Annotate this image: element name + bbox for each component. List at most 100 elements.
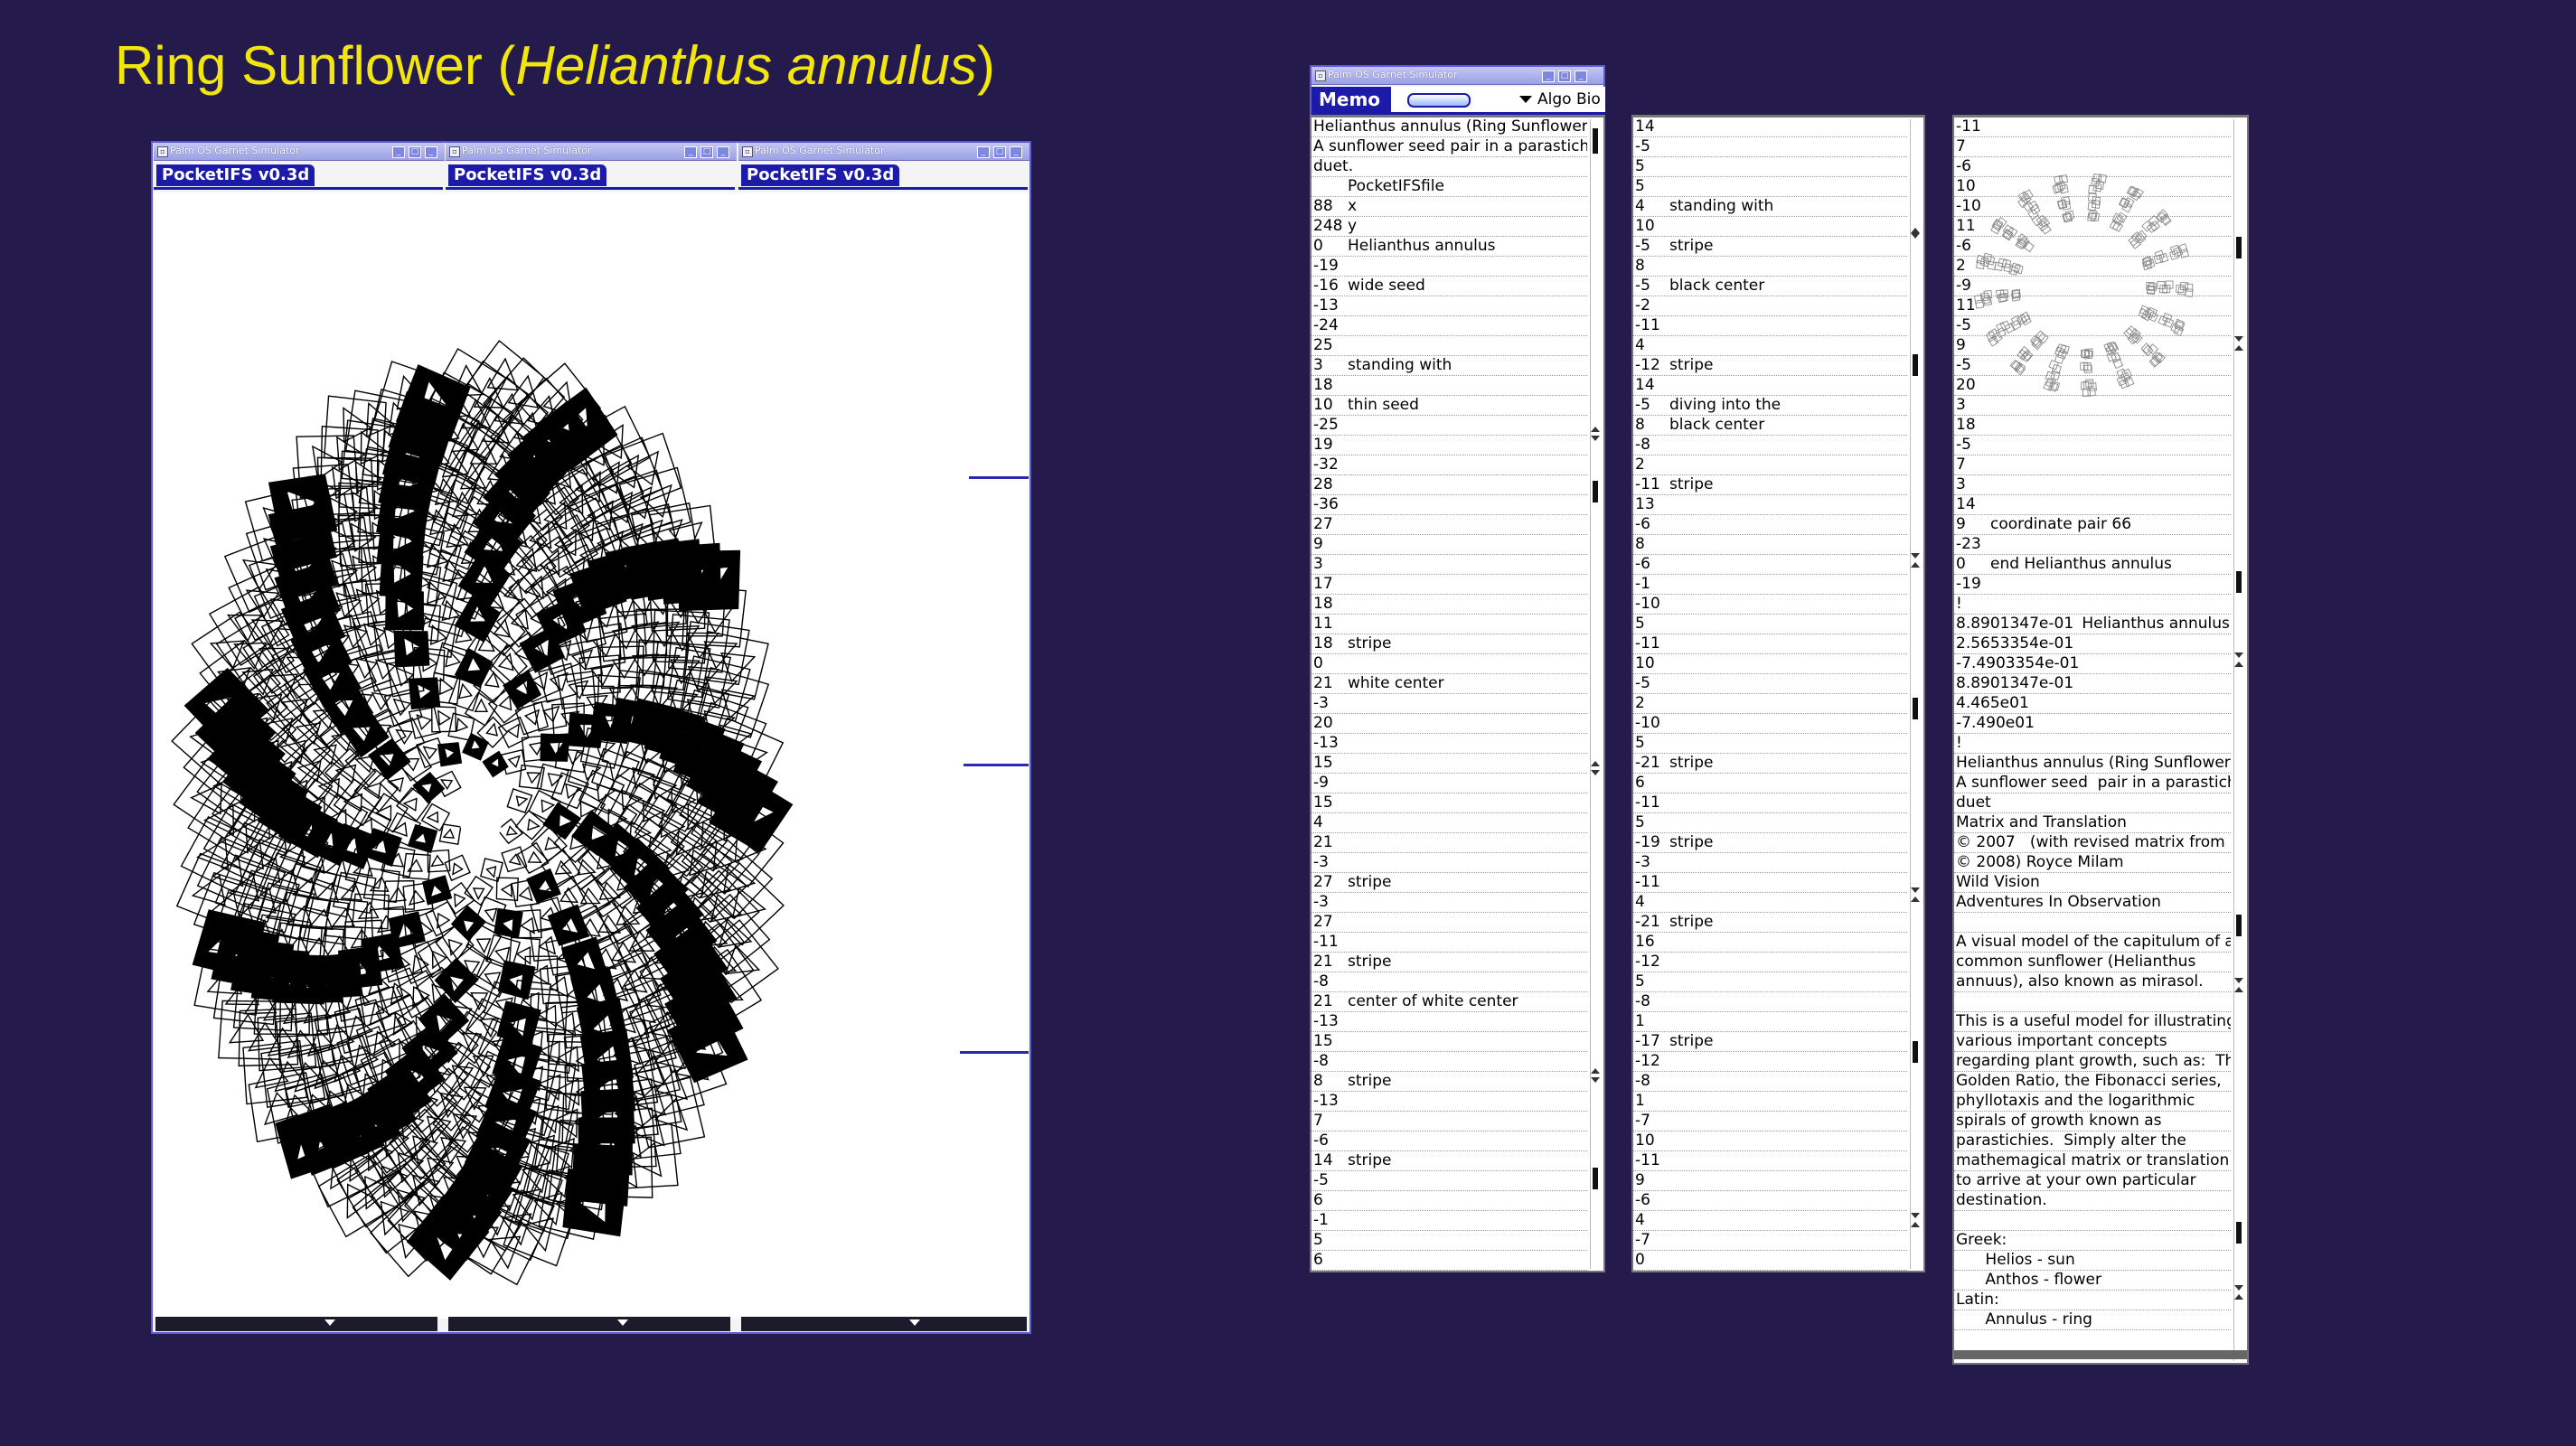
memo-line[interactable]: 8 [1633,535,1907,555]
memo-line[interactable]: 11 [1312,615,1587,634]
scrollbar[interactable] [1590,119,1602,1269]
memo-line[interactable]: Adventures In Observation [1954,893,2231,913]
memo-line[interactable]: 10 [1633,1131,1907,1151]
memo-line[interactable]: -11 [1954,117,2231,137]
bottom-scroll-strip-2[interactable] [448,1317,730,1331]
memo-line[interactable]: -9 [1312,774,1587,793]
memo-line[interactable]: -5 black center [1633,277,1907,296]
memo-line[interactable]: PocketIFSfile [1312,177,1587,197]
memo-line[interactable]: 11 [1954,217,2231,237]
memo-line[interactable]: 3 [1954,396,2231,416]
scroll-thumb[interactable] [1593,128,1598,154]
memo-line[interactable]: A sunflower seed pair in a parastichy [1954,774,2231,793]
memo-line[interactable]: 3 [1954,475,2231,495]
memo-line[interactable]: 5 [1633,177,1907,197]
memo-line[interactable]: Anthos - flower [1954,1271,2231,1291]
memo-line[interactable]: -21 stripe [1633,913,1907,933]
memo-line[interactable]: 15 [1312,1032,1587,1052]
memo-line[interactable]: Annulus - ring [1954,1310,2231,1330]
memo-line[interactable]: duet [1954,793,2231,813]
memo-line[interactable]: -3 [1312,893,1587,913]
scroll-down-icon[interactable] [2234,978,2243,983]
scroll-up-icon[interactable] [1911,897,1920,902]
memo-line[interactable]: 5 [1633,813,1907,833]
memo-line[interactable]: A sunflower seed pair in a parastichy [1312,137,1587,157]
memo-line[interactable]: 3 standing with [1312,356,1587,376]
memo-line[interactable]: 8.8901347e-01 Helianthus annulus [1954,615,2231,634]
memo-line[interactable]: 19 [1312,436,1587,455]
memo-line[interactable]: -8 [1312,972,1587,992]
minimize-icon[interactable]: _ [977,146,990,158]
memo-line[interactable]: -19 [1954,575,2231,595]
memo-line[interactable]: 14 stripe [1312,1151,1587,1171]
memo-line[interactable]: 27 [1312,515,1587,535]
memo-line[interactable]: 8 black center [1633,416,1907,436]
minimize-icon[interactable]: _ [1542,70,1555,82]
scroll-thumb[interactable] [2236,1222,2242,1244]
memo-line[interactable]: Latin: [1954,1291,2231,1310]
memo-line[interactable]: -11 [1633,873,1907,893]
bottom-scroll-strip-3[interactable] [741,1317,1027,1331]
memo-line[interactable]: various important concepts [1954,1032,2231,1052]
memo-line[interactable]: ! [1954,734,2231,754]
memo-line[interactable]: -11 stripe [1633,475,1907,495]
memo-line[interactable]: Helios - sun [1954,1251,2231,1271]
scroll-thumb[interactable] [1913,354,1918,376]
memo-line[interactable]: 10 [1633,654,1907,674]
scroll-down-icon[interactable] [1911,887,1920,893]
memo-line[interactable]: 14 [1633,117,1907,137]
scroll-thumb[interactable] [1593,1168,1598,1189]
memo-line[interactable]: 21 center of white center [1312,992,1587,1012]
memo-line[interactable]: -1 [1312,1211,1587,1231]
pocketifs-tab[interactable]: PocketIFS v0.3d [448,164,607,186]
memo-line[interactable]: -10 [1633,714,1907,734]
memo-line[interactable]: 15 [1312,754,1587,774]
memo-line[interactable]: 8.8901347e-01 [1954,674,2231,694]
memo-line[interactable] [1954,1211,2231,1231]
memo-line[interactable]: -36 [1312,495,1587,515]
memo-line[interactable]: 2 [1954,257,2231,277]
close-icon[interactable]: _ [1575,70,1587,82]
memo-line[interactable] [1954,913,2231,933]
memo-line[interactable]: -6 [1954,237,2231,257]
scroll-down-icon[interactable] [1911,553,1920,559]
memo-line[interactable]: Wild Vision [1954,873,2231,893]
scroll-up-icon[interactable] [2234,345,2243,351]
memo-line[interactable]: 4.465e01 [1954,694,2231,714]
memo-line[interactable]: -19 [1312,257,1587,277]
memo-line[interactable]: Helianthus annulus (Ring Sunflower) [1312,117,1587,137]
memo-line[interactable]: -6 [1633,555,1907,575]
memo-line[interactable]: regarding plant growth, such as: The [1954,1052,2231,1072]
memo-line[interactable]: 5 [1633,972,1907,992]
memo-line[interactable]: -5 [1633,137,1907,157]
memo-line[interactable]: © 2008) Royce Milam [1954,853,2231,873]
memo-line[interactable]: -13 [1312,1012,1587,1032]
memo-record-bar[interactable] [1407,93,1471,108]
scroll-down-icon[interactable] [1911,1213,1920,1218]
maximize-icon[interactable]: □ [993,146,1006,158]
window-menu-icon[interactable]: ▫ [157,146,168,157]
memo-line[interactable]: duet. [1312,157,1587,177]
memo-line[interactable]: 6 [1633,774,1907,793]
memo-line[interactable]: 27 [1312,913,1587,933]
minimize-icon[interactable]: _ [684,146,697,158]
memo-line[interactable]: 16 [1633,933,1907,953]
memo-line[interactable]: 1 [1633,1092,1907,1112]
down-arrow-icon[interactable] [909,1319,920,1326]
memo-line[interactable]: -19 stripe [1633,833,1907,853]
scroll-down-icon[interactable] [2234,336,2243,342]
memo-line[interactable]: 2 [1633,694,1907,714]
memo-line[interactable]: 27 stripe [1312,873,1587,893]
pocketifs-tab[interactable]: PocketIFS v0.3d [741,164,900,186]
memo-pane-3[interactable]: -11 7 -6 10 -10 11 -6 2 -9 11 -5 9 -5 20 3 18 -5 7 3 14 9 coo… [1952,115,2249,1365]
memo-line[interactable]: -2 [1633,296,1907,316]
memo-line[interactable]: -3 [1312,694,1587,714]
memo-line[interactable]: 4 [1312,813,1587,833]
memo-line[interactable]: -32 [1312,455,1587,475]
memo-line[interactable]: 0 [1312,654,1587,674]
scroll-down-icon[interactable] [2234,1285,2243,1291]
scroll-down-icon[interactable] [1591,1077,1600,1083]
memo-line[interactable]: -5 stripe [1633,237,1907,257]
memo-line[interactable]: -6 [1312,1131,1587,1151]
memo-line[interactable]: -8 [1312,1052,1587,1072]
